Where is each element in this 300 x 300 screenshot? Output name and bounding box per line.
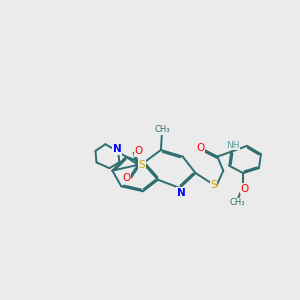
Text: CH₃: CH₃ bbox=[154, 125, 170, 134]
Text: NH: NH bbox=[226, 141, 239, 150]
Text: S: S bbox=[210, 180, 217, 190]
Text: S: S bbox=[139, 160, 145, 170]
Text: O: O bbox=[135, 146, 143, 156]
Text: O: O bbox=[122, 173, 130, 183]
Text: CH₃: CH₃ bbox=[229, 198, 245, 207]
Text: O: O bbox=[197, 142, 205, 152]
Text: N: N bbox=[177, 188, 185, 198]
Text: N: N bbox=[113, 144, 122, 154]
Text: O: O bbox=[240, 184, 248, 194]
